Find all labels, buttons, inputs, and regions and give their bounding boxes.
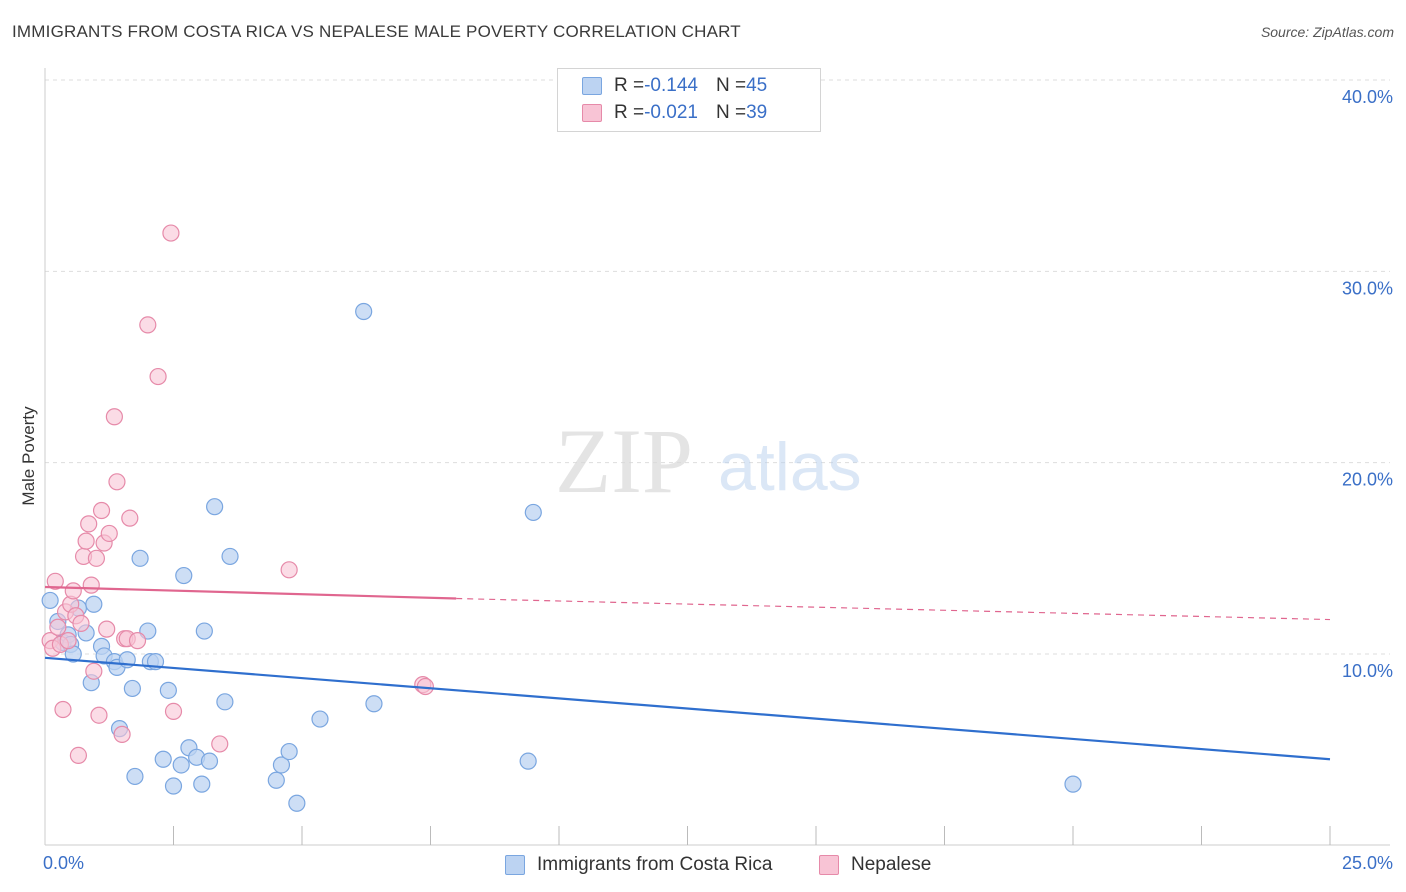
data-point-nepalese	[113, 725, 131, 743]
n-value: 39	[746, 102, 768, 123]
data-point-nepalese	[69, 746, 88, 765]
x-tick-label: 25.0%	[1342, 853, 1393, 873]
chart-title: IMMIGRANTS FROM COSTA RICA VS NEPALESE M…	[12, 22, 741, 41]
legend-swatch-pink	[582, 104, 602, 122]
grid-lines	[45, 79, 1390, 655]
data-point-costa-rica	[355, 302, 373, 321]
data-point-nepalese	[54, 700, 72, 719]
data-point-nepalese	[77, 532, 95, 550]
source-label: Source: ZipAtlas.com	[1260, 24, 1394, 40]
data-point-costa-rica	[85, 595, 103, 613]
y-tick-label: 30.0%	[1342, 278, 1393, 298]
data-point-nepalese	[211, 735, 229, 753]
data-point-costa-rica	[195, 622, 213, 640]
data-point-nepalese	[64, 582, 82, 600]
data-point-costa-rica	[206, 498, 224, 516]
n-label: N =	[715, 75, 747, 96]
legend-label-nepalese: Nepalese	[851, 854, 932, 875]
y-tick-label: 10.0%	[1342, 661, 1393, 681]
r-value: -0.021	[644, 102, 698, 123]
data-point-nepalese	[108, 473, 126, 491]
data-point-nepalese	[80, 515, 98, 533]
data-point-costa-rica	[288, 794, 306, 812]
data-point-costa-rica	[280, 742, 298, 761]
legend-swatch-pink	[819, 855, 839, 875]
data-point-nepalese	[98, 620, 116, 638]
data-point-costa-rica	[272, 756, 291, 774]
watermark: ZIP atlas	[555, 410, 862, 512]
data-point-costa-rica	[41, 591, 59, 610]
data-point-costa-rica	[524, 503, 542, 522]
data-point-costa-rica	[221, 547, 239, 566]
data-point-costa-rica	[193, 775, 211, 793]
data-point-nepalese	[105, 408, 123, 426]
tick-labels: 10.0% 20.0% 30.0% 40.0% 0.0% 25.0%	[43, 87, 1393, 873]
data-point-costa-rica	[131, 549, 149, 567]
r-label: R =	[614, 102, 645, 123]
data-point-nepalese	[85, 662, 103, 680]
data-point-nepalese	[90, 706, 108, 724]
data-point-costa-rica	[311, 710, 329, 728]
data-point-costa-rica	[519, 752, 537, 770]
trend-lines	[44, 585, 1331, 761]
data-point-nepalese	[46, 572, 64, 590]
data-point-nepalese	[139, 316, 157, 334]
data-point-costa-rica	[123, 679, 141, 698]
data-point-costa-rica	[267, 771, 285, 789]
legend-item-nepalese: Nepalese	[819, 852, 931, 878]
data-point-costa-rica	[154, 750, 172, 768]
data-point-costa-rica	[159, 681, 177, 699]
data-point-nepalese	[92, 501, 111, 520]
data-point-nepalese	[49, 618, 67, 636]
data-point-costa-rica	[1064, 775, 1082, 793]
trend-line-costa-rica	[44, 656, 1331, 761]
data-point-costa-rica	[365, 695, 383, 713]
data-point-costa-rica	[216, 693, 234, 711]
series-costa-rica-points	[41, 302, 1082, 812]
x-tick-label: 0.0%	[43, 853, 84, 873]
legend-label-costa-rica: Immigrants from Costa Rica	[537, 854, 773, 875]
data-point-nepalese	[100, 524, 118, 543]
data-point-nepalese	[72, 614, 90, 632]
data-point-costa-rica	[200, 752, 219, 770]
y-axis-label: Male Poverty	[19, 406, 38, 506]
legend-item-costa-rica: Immigrants from Costa Rica	[505, 852, 772, 878]
watermark-atlas: atlas	[718, 429, 862, 505]
data-point-costa-rica	[172, 756, 190, 774]
legend-swatch-blue	[505, 855, 525, 875]
n-value: 45	[746, 75, 768, 96]
series-nepalese-points	[41, 224, 434, 765]
trend-line-nepalese	[44, 585, 457, 600]
watermark-zip: ZIP	[555, 410, 693, 512]
stats-legend-row-pink: R = -0.021 N = 39	[582, 101, 767, 125]
data-point-nepalese	[149, 367, 167, 386]
trend-line-nepalese-extension	[456, 597, 1331, 621]
data-point-costa-rica	[126, 767, 144, 786]
r-value: -0.144	[644, 75, 698, 96]
data-point-nepalese	[121, 509, 139, 527]
data-point-nepalese	[280, 561, 298, 579]
data-point-nepalese	[162, 224, 180, 242]
data-point-nepalese	[82, 576, 100, 594]
stats-legend-row-blue: R = -0.144 N = 45	[582, 74, 767, 98]
data-point-costa-rica	[164, 777, 183, 795]
data-point-nepalese	[164, 702, 183, 721]
data-point-nepalese	[128, 632, 147, 650]
legend-swatch-blue	[582, 77, 602, 95]
y-tick-label: 20.0%	[1342, 470, 1393, 490]
r-label: R =	[614, 75, 645, 96]
data-point-nepalese	[59, 632, 77, 650]
data-point-nepalese	[87, 549, 106, 567]
stats-legend: R = -0.144 N = 45 R = -0.021 N = 39	[557, 68, 821, 132]
n-label: N =	[715, 102, 747, 123]
data-point-costa-rica	[175, 566, 193, 585]
y-tick-label: 40.0%	[1342, 87, 1393, 107]
axes	[44, 68, 1390, 846]
